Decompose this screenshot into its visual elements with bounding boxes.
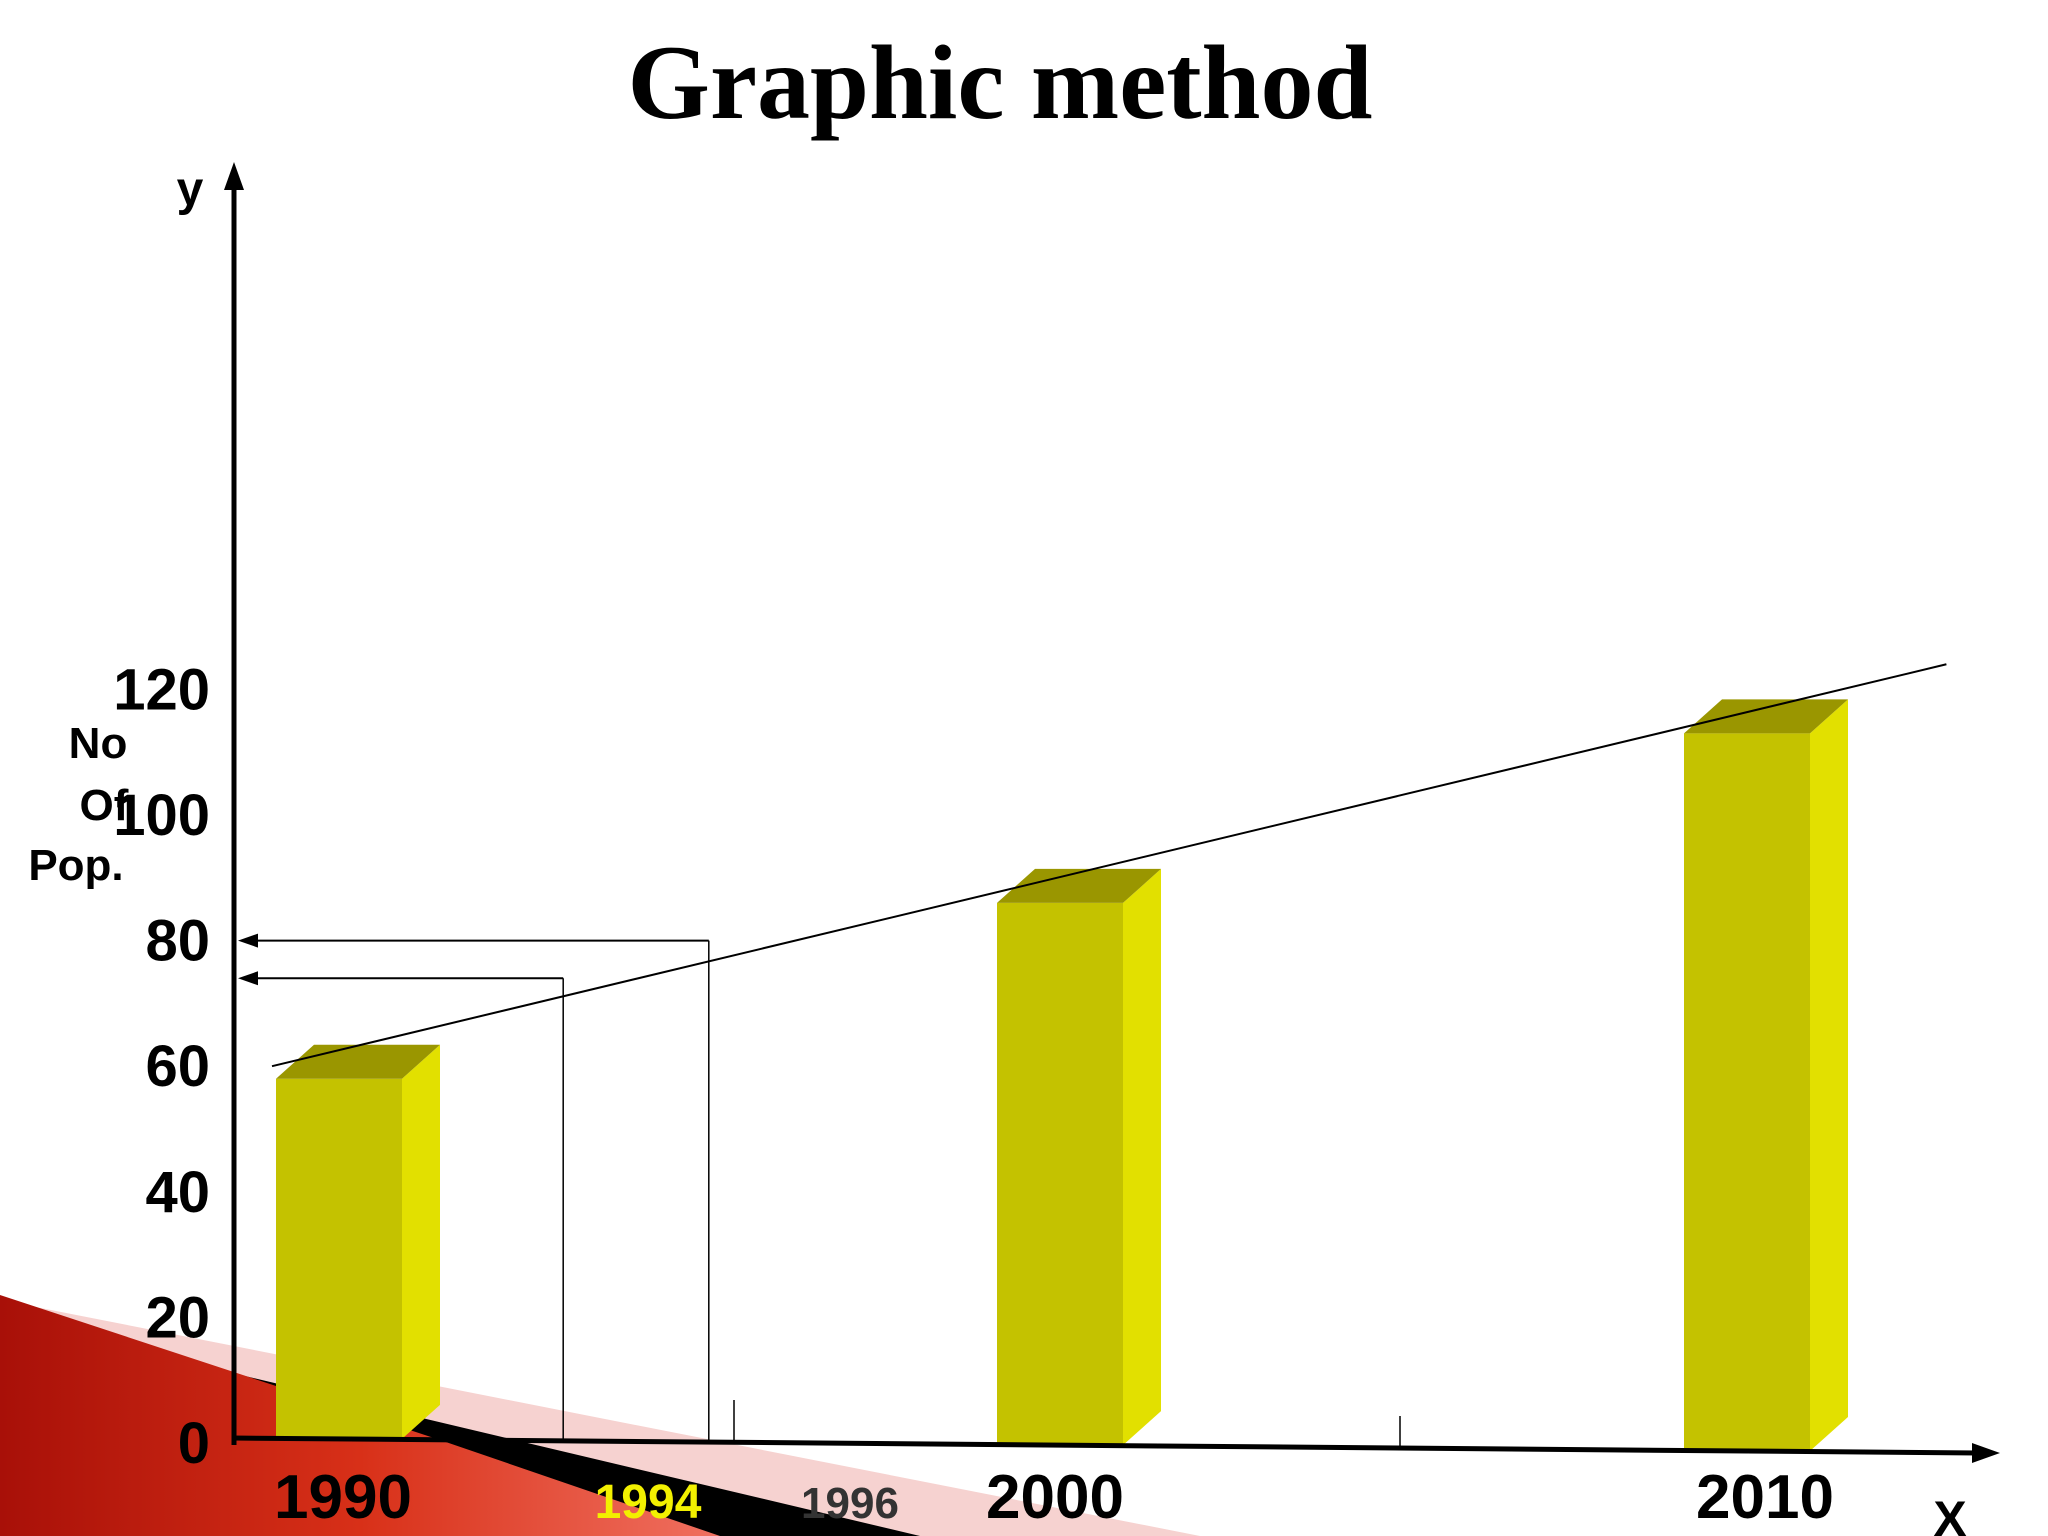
x-axis-arrow <box>1972 1443 2000 1463</box>
x-tick-label: 2010 <box>1696 1463 1834 1532</box>
x-tick-label: 2000 <box>986 1463 1124 1532</box>
bar-front <box>997 902 1123 1446</box>
bar <box>997 868 1161 1446</box>
y-tick-label: 100 <box>113 783 210 848</box>
x-axis-label: X <box>1933 1491 1966 1536</box>
chart-title: Graphic method <box>628 24 1373 141</box>
bar <box>276 1044 440 1439</box>
side-label-line: No <box>69 719 128 768</box>
bar-top <box>997 868 1161 903</box>
y-tick-label: 40 <box>145 1160 210 1225</box>
interpolated-year-label: 1994 <box>595 1476 702 1529</box>
guide-arrowhead <box>238 971 258 986</box>
bar <box>1684 699 1848 1452</box>
y-tick-label: 60 <box>145 1034 210 1099</box>
axes <box>224 162 2000 1463</box>
bar-top <box>1684 699 1848 734</box>
y-tick-label: 120 <box>113 657 210 722</box>
bar-front <box>1684 733 1810 1452</box>
y-axis-arrow <box>224 162 244 190</box>
interpolated-year-label: 1996 <box>801 1479 899 1528</box>
x-axis <box>231 1435 1979 1456</box>
y-tick-label: 0 <box>178 1411 210 1476</box>
y-axis-label: y <box>177 163 204 216</box>
y-tick-label: 80 <box>145 909 210 974</box>
side-label: No Of Pop. <box>28 719 128 890</box>
guide-arrowhead <box>238 933 258 948</box>
bar-side <box>402 1044 440 1439</box>
x-tick-label: 1990 <box>274 1463 412 1532</box>
x-tick-labels: 1990 2000 2010 <box>274 1463 1834 1532</box>
interpolation-guides: 1994 1996 <box>238 933 899 1529</box>
side-label-line: Pop. <box>28 841 123 890</box>
bar-side <box>1123 868 1161 1446</box>
bar-top <box>276 1044 440 1079</box>
side-label-line: Of <box>80 781 129 830</box>
trend-line <box>271 663 1947 1068</box>
bar-front <box>276 1078 402 1439</box>
y-tick-labels: 0 20 40 60 80 100 120 <box>113 657 210 1476</box>
y-tick-label: 20 <box>145 1285 210 1350</box>
bars <box>276 699 1848 1452</box>
bar-side <box>1810 699 1848 1452</box>
